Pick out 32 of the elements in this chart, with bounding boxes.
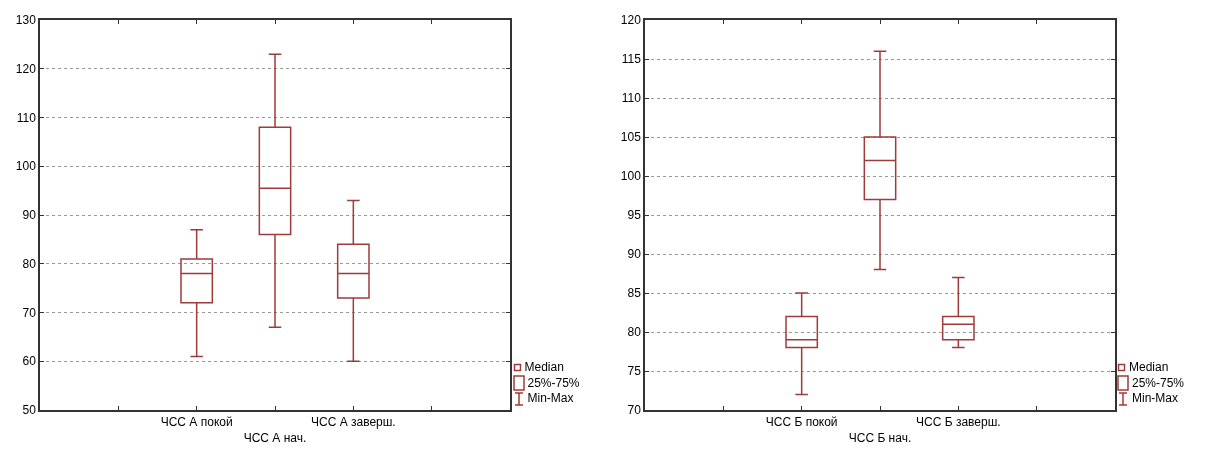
y-tick-label: 110 (621, 91, 641, 106)
y-tick-label: 50 (22, 403, 37, 418)
text: Min-Max (1132, 391, 1179, 406)
y-tick-label: 120 (15, 61, 37, 76)
text: Min-Max (527, 391, 574, 406)
x-tick-label: ЧСС Б покой (765, 415, 838, 430)
y-tick-label: 85 (626, 286, 641, 301)
y-tick-label: 120 (620, 13, 641, 28)
y-tick-label: 100 (15, 159, 37, 174)
y-tick-label: 60 (22, 354, 37, 369)
y-tick-label: 100 (620, 169, 641, 184)
x-tick-label: ЧСС А покой (160, 415, 233, 430)
y-tick-label: 105 (620, 130, 641, 145)
x-tick-label: ЧСС А заверш. (310, 415, 396, 430)
x-tick-label: ЧСС Б заверш. (915, 415, 1001, 430)
y-tick-label: 70 (626, 403, 641, 418)
y-tick-label: 110 (16, 110, 37, 125)
y-tick-label: 80 (22, 256, 37, 271)
y-tick-label: 75 (626, 364, 641, 379)
y-tick-label: 90 (626, 247, 641, 262)
y-tick-label: 80 (626, 325, 641, 340)
y-tick-label: 70 (22, 305, 37, 320)
y-tick-label: 115 (621, 52, 641, 67)
text: Median (1129, 360, 1169, 375)
x-tick-label: ЧСС А нач. (243, 430, 307, 445)
text: 25%-75% (527, 375, 580, 391)
text: Median (524, 360, 564, 375)
y-tick-label: 95 (626, 208, 641, 223)
y-tick-label: 90 (22, 208, 37, 223)
y-tick-label: 130 (15, 13, 37, 28)
x-tick-label: ЧСС Б нач. (848, 430, 911, 445)
text: 25%-75% (1132, 375, 1185, 391)
